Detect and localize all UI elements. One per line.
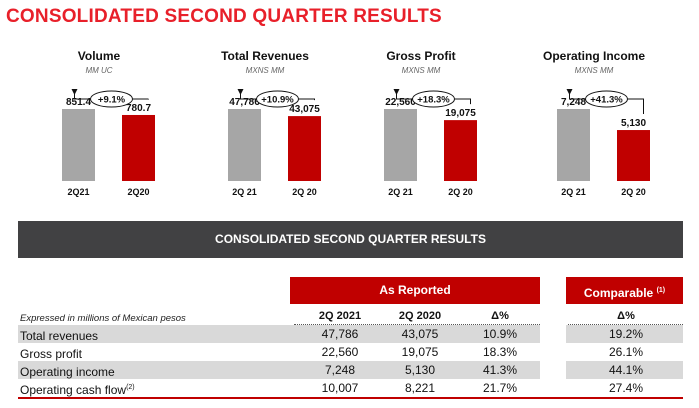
category-label-prior: 2Q 20 — [292, 187, 317, 197]
table-row: Operating cash flow(2) 10,007 8,221 21.7… — [18, 379, 683, 397]
cell-2q2020: 43,075 — [401, 327, 439, 341]
comparable-label: Comparable — [583, 286, 654, 300]
cell-2q2020: 8,221 — [404, 381, 436, 395]
row-label: Gross profit — [20, 347, 83, 361]
cell-delta: 41.3% — [482, 363, 518, 377]
growth-label: +41.3% — [590, 95, 623, 106]
growth-label: +18.3% — [417, 95, 450, 106]
category-label-current: 2Q 21 — [561, 187, 586, 197]
cell-delta: 18.3% — [482, 345, 518, 359]
cell-2q2021: 22,560 — [321, 345, 359, 359]
kpi-title: Total Revenues — [221, 49, 309, 63]
comparable-footnote-ref: (1) — [656, 287, 666, 294]
cell-2q2021: 7,248 — [324, 363, 356, 377]
value-label-prior: 780.7 — [126, 103, 151, 114]
value-label-prior: 19,075 — [445, 108, 476, 119]
row-label: Total revenues — [20, 329, 99, 343]
bar-prior — [617, 130, 650, 181]
cell-2q2021: 10,007 — [321, 381, 359, 395]
column-header-2q2020: 2Q 2020 — [398, 310, 442, 322]
bar-current — [228, 109, 261, 181]
cell-delta: 10.9% — [482, 327, 518, 341]
table-caption: Expressed in millions of Mexican pesos — [20, 313, 186, 324]
growth-badge — [256, 90, 299, 108]
kpi-unit: MXNS MM — [245, 66, 285, 75]
bar-prior — [444, 120, 477, 181]
arrow-head-icon — [71, 89, 78, 95]
page-title: CONSOLIDATED SECOND QUARTER RESULTS — [6, 6, 442, 27]
bar-prior — [288, 116, 321, 181]
cell-delta: 21.7% — [482, 381, 518, 395]
arrow-head-icon — [237, 89, 244, 95]
table-row: Total revenues 47,786 43,075 10.9% 19.2% — [18, 325, 683, 343]
column-header-delta: Δ% — [491, 310, 509, 322]
value-label-current: 851.4 — [66, 97, 91, 108]
bar-current — [557, 109, 590, 181]
kpi-total-revenues: Total Revenues MXNS MM 47,786 43,075 2Q 21… — [190, 40, 340, 202]
arrow-head-icon — [393, 89, 400, 95]
kpi-chart: 47,786 43,075 2Q 21 2Q 20 +10.9% — [228, 89, 321, 197]
cell-comparable: 44.1% — [608, 363, 644, 377]
table-row: Operating income 7,248 5,130 41.3% 44.1% — [18, 361, 683, 379]
kpi-unit: MXNS MM — [574, 66, 614, 75]
kpi-title: Operating Income — [542, 49, 646, 63]
kpi-charts: Volume MM UC 851.4 780.7 2Q21 2Q20 +9.1% Tot… — [0, 40, 699, 202]
growth-badge — [585, 90, 628, 108]
cell-2q2020: 19,075 — [401, 345, 439, 359]
bar-current — [62, 109, 95, 181]
kpi-gross-profit: Gross Profit MXNS MM 22,560 19,075 2Q 21 2Q… — [346, 40, 496, 202]
kpi-chart: 851.4 780.7 2Q21 2Q20 +9.1% — [62, 89, 155, 197]
kpi-title: Volume — [77, 49, 121, 63]
comparable-header-rule — [568, 324, 683, 325]
cell-comparable: 27.4% — [608, 381, 644, 395]
category-label-current: 2Q21 — [67, 187, 89, 197]
value-label-prior: 5,130 — [621, 118, 646, 129]
cell-comparable: 26.1% — [608, 345, 644, 359]
kpi-unit: MXNS MM — [401, 66, 441, 75]
kpi-title: Gross Profit — [386, 49, 456, 63]
cell-2q2021: 47,786 — [321, 327, 359, 341]
table-banner: CONSOLIDATED SECOND QUARTER RESULTS — [18, 221, 683, 258]
column-header-2q2021: 2Q 2021 — [318, 310, 362, 322]
growth-label: +9.1% — [98, 95, 126, 106]
category-label-current: 2Q 21 — [388, 187, 413, 197]
kpi-volume: Volume MM UC 851.4 780.7 2Q21 2Q20 +9.1% — [24, 40, 174, 202]
comparable-header: Comparable (1) — [566, 277, 683, 304]
bar-current — [384, 109, 417, 181]
as-reported-header: As Reported — [290, 277, 540, 304]
column-header-comparable-delta: Δ% — [617, 310, 635, 322]
kpi-unit: MM UC — [85, 66, 113, 75]
category-label-prior: 2Q20 — [127, 187, 149, 197]
growth-label: +10.9% — [261, 95, 294, 106]
category-label-prior: 2Q 20 — [621, 187, 646, 197]
cell-2q2020: 5,130 — [404, 363, 436, 377]
value-label-prior: 43,075 — [289, 104, 320, 115]
value-label-current: 7,248 — [561, 97, 586, 108]
arrow-head-icon — [566, 89, 573, 95]
kpi-chart: 22,560 19,075 2Q 21 2Q 20 +18.3% — [384, 89, 477, 197]
table-bottom-rule — [18, 397, 683, 399]
category-label-current: 2Q 21 — [232, 187, 257, 197]
growth-badge — [90, 90, 133, 108]
row-label: Operating cash flow(2) — [20, 383, 135, 397]
cell-comparable: 19.2% — [608, 327, 644, 341]
value-label-current: 22,560 — [385, 97, 416, 108]
value-label-current: 47,786 — [229, 97, 260, 108]
as-reported-label: As Reported — [379, 283, 451, 297]
reported-header-rule — [294, 324, 540, 325]
growth-badge — [412, 90, 455, 108]
category-label-prior: 2Q 20 — [448, 187, 473, 197]
table-row: Gross profit 22,560 19,075 18.3% 26.1% — [18, 343, 683, 361]
kpi-chart: 7,248 5,130 2Q 21 2Q 20 +41.3% — [557, 89, 650, 197]
kpi-operating-income: Operating Income MXNS MM 7,248 5,130 2Q 21… — [519, 40, 669, 202]
row-label: Operating income — [20, 365, 115, 379]
bar-prior — [122, 114, 155, 181]
